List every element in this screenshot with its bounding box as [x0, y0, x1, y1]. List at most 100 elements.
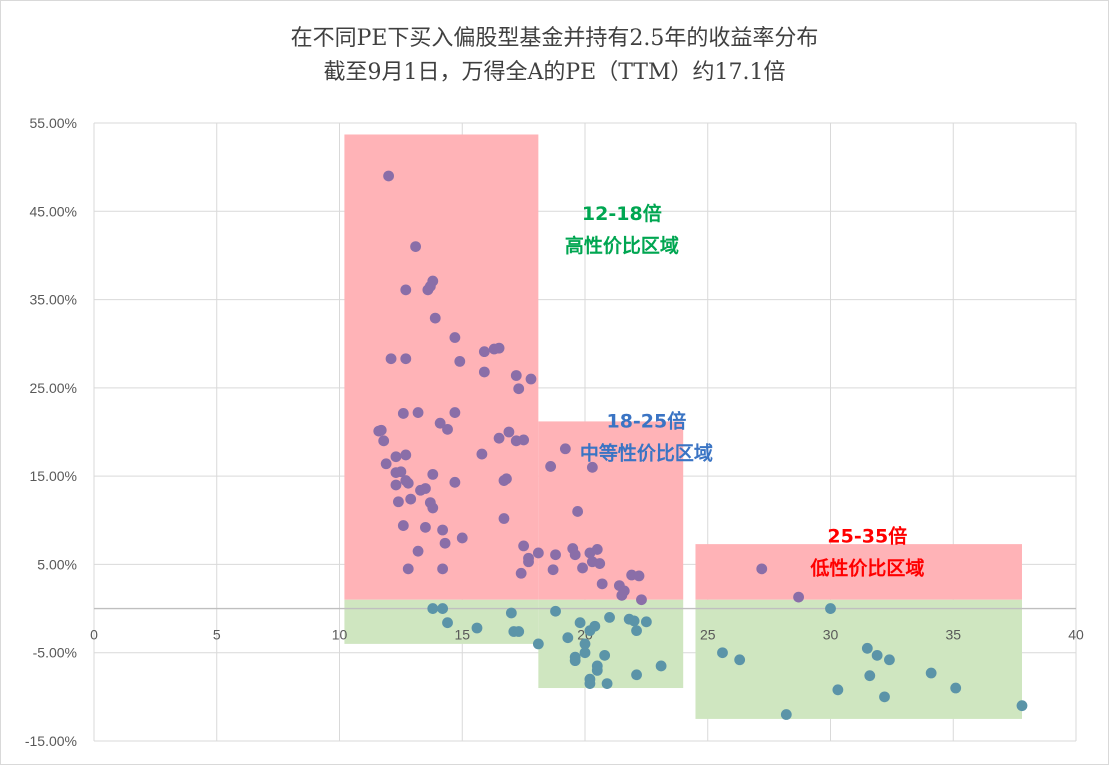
- data-point: [586, 461, 598, 473]
- data-point: [640, 616, 652, 628]
- data-point: [591, 544, 603, 555]
- data-point: [562, 632, 574, 644]
- data-point: [577, 562, 588, 574]
- data-point: [599, 649, 611, 661]
- data-point: [861, 642, 873, 654]
- data-point: [442, 423, 453, 435]
- data-point: [569, 655, 581, 667]
- zone-label-range: 18-25倍: [606, 410, 686, 433]
- data-point: [385, 353, 397, 365]
- data-point: [437, 524, 449, 536]
- data-point: [756, 563, 768, 575]
- zone-label-desc: 中等性价比区域: [580, 442, 713, 465]
- data-point: [412, 407, 424, 418]
- x-tick-label: 5: [213, 627, 221, 643]
- data-point: [572, 506, 584, 517]
- data-point: [390, 479, 402, 491]
- y-tick-label: 15.00%: [30, 468, 77, 484]
- data-point: [400, 284, 412, 296]
- data-point: [395, 466, 407, 478]
- data-point: [604, 612, 615, 623]
- x-tick-label: 15: [454, 627, 470, 643]
- data-point: [427, 468, 439, 480]
- zone-label-range: 12-18倍: [582, 202, 662, 225]
- data-point: [471, 622, 483, 634]
- data-point: [655, 660, 667, 672]
- data-point: [523, 556, 534, 568]
- y-tick-label: -5.00%: [33, 645, 77, 661]
- data-point: [449, 332, 461, 343]
- zone-label-desc: 低性价比区域: [809, 556, 924, 579]
- data-point: [478, 346, 490, 358]
- data-point: [429, 312, 441, 324]
- data-point: [717, 647, 728, 659]
- axes: 55.00% 45.00% 35.00% 25.00% 15.00% 5.00% -5.00…: [25, 115, 1084, 749]
- data-points: [373, 170, 1028, 720]
- data-point: [424, 280, 436, 292]
- data-point: [501, 473, 512, 485]
- data-point: [503, 426, 515, 438]
- data-point: [525, 373, 537, 385]
- data-point: [864, 670, 876, 682]
- data-point: [478, 366, 490, 378]
- data-point: [515, 567, 527, 579]
- data-point: [547, 564, 559, 576]
- data-point: [375, 424, 387, 436]
- data-point: [378, 435, 390, 447]
- data-point: [420, 521, 431, 533]
- data-point: [518, 434, 530, 446]
- data-point: [545, 461, 557, 472]
- data-point: [579, 647, 591, 659]
- data-point: [1016, 700, 1028, 712]
- data-point: [410, 241, 422, 253]
- data-point: [427, 502, 439, 514]
- data-point: [950, 682, 962, 694]
- data-point: [591, 664, 603, 676]
- zone-high-band: [695, 544, 1022, 600]
- chart-title: 在不同PE下买入偏股型基金并持有2.5年的收益率分布: [290, 26, 819, 51]
- data-point: [434, 417, 446, 429]
- data-point: [584, 678, 596, 690]
- data-point: [513, 383, 525, 395]
- data-point: [518, 540, 530, 552]
- data-point: [879, 691, 890, 703]
- data-point: [442, 617, 453, 629]
- x-tick-label: 30: [823, 627, 839, 643]
- data-point: [493, 342, 505, 354]
- data-point: [550, 549, 561, 561]
- x-tick-label: 25: [700, 627, 716, 643]
- data-point: [427, 603, 439, 614]
- x-tick-label: 35: [945, 627, 961, 643]
- data-point: [505, 607, 517, 619]
- data-point: [559, 443, 571, 455]
- data-point: [884, 654, 895, 666]
- data-point: [493, 432, 505, 444]
- data-point: [383, 170, 394, 182]
- data-point: [616, 589, 628, 601]
- data-point: [832, 684, 844, 696]
- data-point: [631, 669, 642, 681]
- data-point: [498, 513, 510, 524]
- data-point: [405, 493, 417, 505]
- data-point: [454, 355, 466, 367]
- data-point: [402, 477, 414, 489]
- data-point: [510, 370, 522, 381]
- data-point: [734, 654, 746, 666]
- data-point: [402, 563, 414, 575]
- y-tick-label: -15.00%: [25, 733, 77, 749]
- data-point: [449, 476, 461, 488]
- data-point: [631, 625, 642, 637]
- data-point: [628, 615, 640, 627]
- y-tick-label: 45.00%: [30, 203, 77, 219]
- data-point: [412, 545, 424, 557]
- data-point: [476, 448, 488, 460]
- y-tick-label: 35.00%: [30, 292, 77, 308]
- data-point: [439, 537, 451, 549]
- data-point: [437, 563, 449, 575]
- x-tick-label: 40: [1068, 627, 1084, 643]
- data-point: [584, 625, 596, 637]
- data-point: [574, 617, 586, 629]
- x-tick-label: 0: [90, 627, 98, 643]
